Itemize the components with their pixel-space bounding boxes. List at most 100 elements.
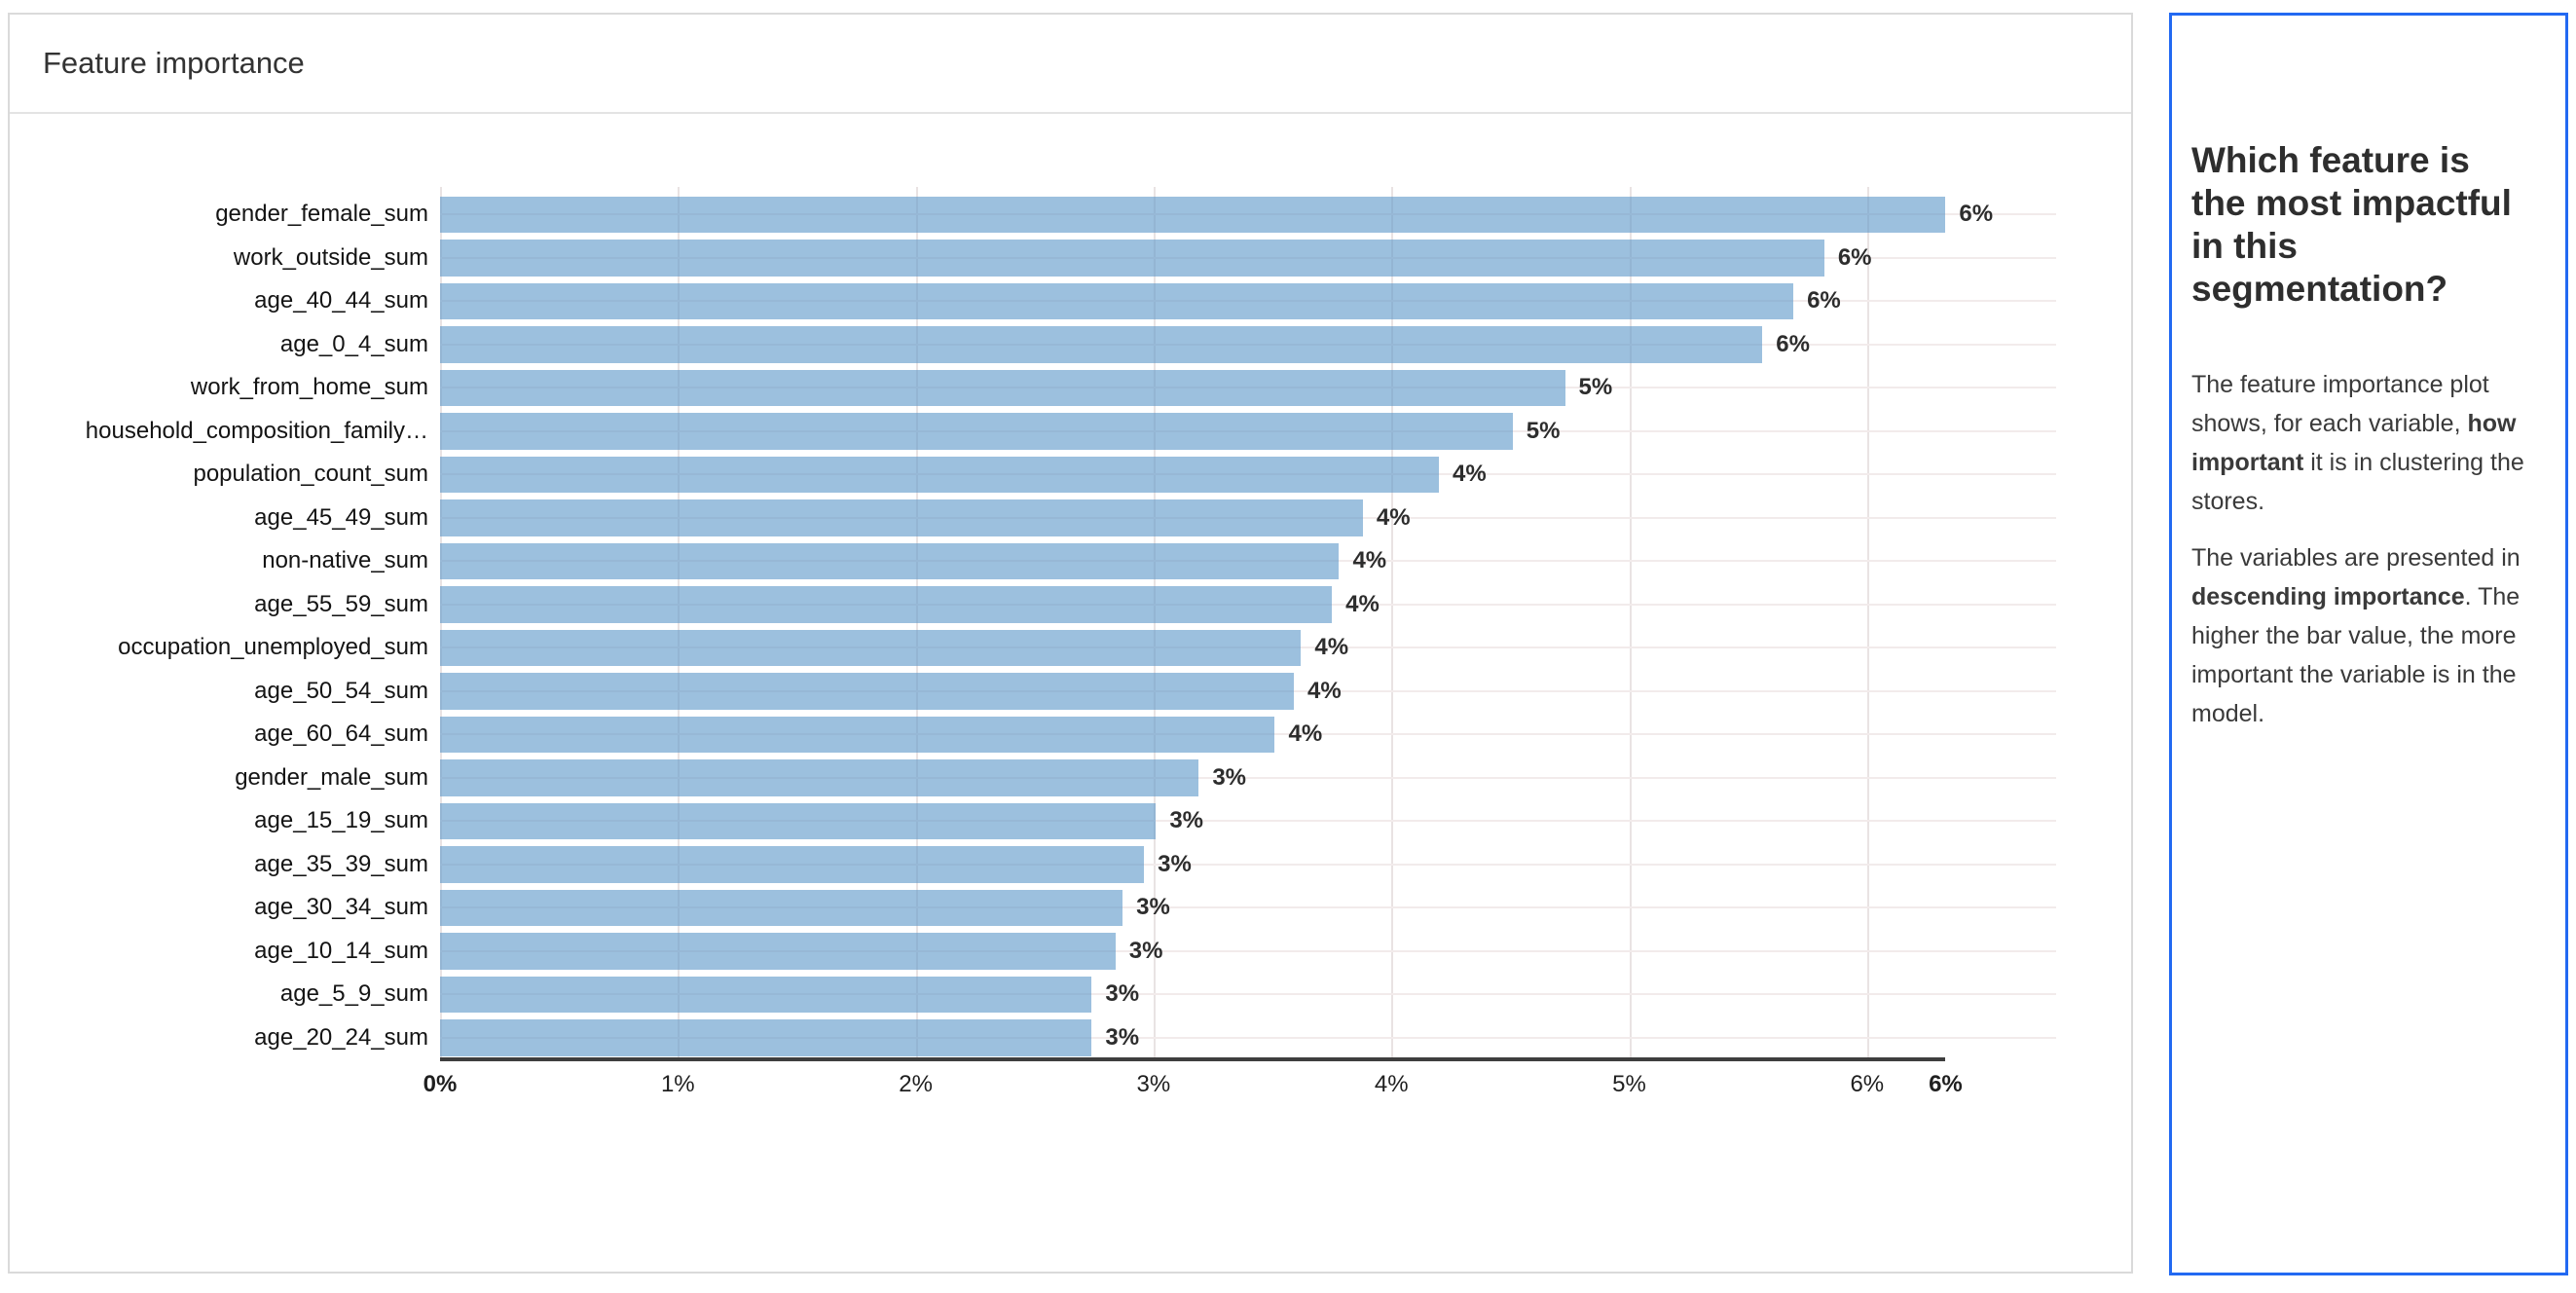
bar-value-label: 4%	[1288, 720, 1323, 747]
bar-value-label: 3%	[1128, 937, 1163, 964]
bar-value-label: 3%	[1158, 850, 1192, 877]
x-axis-tick-label: 6%	[1850, 1071, 1885, 1097]
importance-bar[interactable]	[440, 542, 1340, 579]
importance-bar[interactable]	[440, 889, 1123, 926]
x-axis-tick-label: 3%	[1136, 1071, 1171, 1097]
bar-value-label: 4%	[1453, 461, 1487, 487]
bar-value-label: 4%	[1314, 634, 1349, 660]
bar-row: age_55_59_sum 4%	[10, 583, 2124, 627]
category-label: non-native_sum	[262, 547, 428, 573]
horizontal-gridline	[440, 906, 2056, 909]
bar-row: work_outside_sum 6%	[10, 237, 2124, 280]
category-label: age_35_39_sum	[254, 850, 428, 877]
category-label: population_count_sum	[193, 461, 428, 487]
bar-value-label: 3%	[1105, 1023, 1140, 1051]
vertical-gridline	[1391, 187, 1394, 1059]
importance-bar[interactable]	[440, 240, 1824, 277]
horizontal-gridline	[440, 1036, 2056, 1039]
horizontal-gridline	[440, 949, 2056, 952]
panel-text: it is in clustering the stores.	[2191, 449, 2524, 515]
bar-value-label: 3%	[1136, 894, 1170, 920]
bar-row: age_5_9_sum 3%	[10, 973, 2124, 1016]
bar-value-label: 5%	[1578, 374, 1613, 400]
bar-value-label: 4%	[1376, 503, 1411, 531]
panel-paragraph: The variables are presented in descendin…	[2191, 538, 2530, 733]
bar-value-label: 3%	[1212, 763, 1246, 791]
bar-row: age_30_34_sum 3%	[10, 886, 2124, 930]
importance-bar[interactable]	[440, 716, 1275, 753]
x-axis-tick-label: 2%	[899, 1071, 933, 1097]
bar-value-label: 4%	[1352, 547, 1387, 573]
panel-text: The variables are presented in	[2191, 544, 2521, 572]
category-label: age_60_64_sum	[254, 720, 428, 747]
bar-row: occupation_unemployed_sum 4%	[10, 626, 2124, 670]
horizontal-gridline	[440, 820, 2056, 823]
importance-bar[interactable]	[440, 759, 1199, 796]
panel-text: The feature importance plot shows, for e…	[2191, 371, 2489, 437]
category-label: occupation_unemployed_sum	[118, 634, 428, 660]
category-label: age_55_59_sum	[254, 590, 428, 617]
category-label: age_10_14_sum	[254, 937, 428, 964]
bar-row: gender_male_sum 3%	[10, 757, 2124, 800]
bar-row: household_composition_family… 5%	[10, 410, 2124, 454]
bar-row: non-native_sum 4%	[10, 539, 2124, 583]
category-label: age_20_24_sum	[254, 1023, 428, 1051]
x-axis-line	[440, 1057, 1946, 1061]
importance-bar[interactable]	[440, 499, 1363, 536]
importance-bar[interactable]	[440, 802, 1157, 839]
bar-row: age_40_44_sum 6%	[10, 279, 2124, 323]
vertical-gridline	[678, 187, 681, 1059]
importance-bar[interactable]	[440, 413, 1513, 450]
importance-bar[interactable]	[440, 629, 1302, 666]
bar-value-label: 6%	[1837, 243, 1872, 271]
x-axis-tick-label: 4%	[1374, 1071, 1409, 1097]
importance-bar[interactable]	[440, 976, 1092, 1013]
bar-value-label: 6%	[1807, 287, 1841, 314]
bar-row: age_35_39_sum 3%	[10, 843, 2124, 887]
bar-row: age_50_54_sum 4%	[10, 670, 2124, 714]
bar-row: age_10_14_sum 3%	[10, 930, 2124, 974]
importance-bar[interactable]	[440, 1019, 1092, 1056]
bar-row: age_45_49_sum 4%	[10, 497, 2124, 540]
importance-bar[interactable]	[440, 456, 1440, 493]
category-label: age_40_44_sum	[254, 287, 428, 314]
explanation-panel: Which feature is the most impactful in t…	[2169, 13, 2568, 1275]
importance-bar[interactable]	[440, 326, 1763, 363]
panel-text: . The higher the bar value, the more imp…	[2191, 583, 2521, 727]
category-label: age_5_9_sum	[279, 980, 428, 1007]
importance-bar[interactable]	[440, 933, 1116, 970]
feature-importance-plot: gender_female_sum 6% work_outside_sum 6% age…	[10, 187, 2124, 1293]
bar-value-label: 4%	[1345, 590, 1380, 617]
bar-value-label: 3%	[1105, 980, 1140, 1007]
vertical-gridline	[1153, 187, 1156, 1059]
category-label: age_0_4_sum	[279, 330, 428, 357]
panel-text-bold: descending importance	[2191, 583, 2465, 610]
horizontal-gridline	[440, 863, 2056, 866]
category-label: gender_female_sum	[215, 201, 428, 227]
bar-row: age_15_19_sum 3%	[10, 799, 2124, 843]
panel-body: The feature importance plot shows, for e…	[2191, 365, 2530, 733]
importance-bar[interactable]	[440, 673, 1295, 710]
bar-value-label: 3%	[1169, 807, 1204, 833]
vertical-gridline	[1629, 187, 1632, 1059]
x-axis-tick-label: 5%	[1612, 1071, 1646, 1097]
importance-bar[interactable]	[440, 586, 1333, 623]
importance-bar[interactable]	[440, 369, 1565, 406]
importance-bar[interactable]	[440, 196, 1946, 233]
card-header: Feature importance	[10, 15, 2131, 114]
bar-row: age_60_64_sum 4%	[10, 713, 2124, 757]
importance-bar[interactable]	[440, 282, 1794, 319]
vertical-gridline	[440, 187, 442, 1059]
vertical-gridline	[1866, 187, 1869, 1059]
bar-row: age_20_24_sum 3%	[10, 1016, 2124, 1060]
horizontal-gridline	[440, 993, 2056, 996]
panel-paragraph: The feature importance plot shows, for e…	[2191, 365, 2530, 521]
category-label: age_45_49_sum	[254, 503, 428, 531]
x-axis-tick-label: 6%	[1929, 1071, 1963, 1097]
x-axis-tick-label: 1%	[660, 1071, 695, 1097]
horizontal-gridline	[440, 776, 2056, 779]
bar-value-label: 6%	[1776, 330, 1810, 357]
bar-value-label: 5%	[1526, 417, 1561, 444]
importance-bar[interactable]	[440, 846, 1145, 883]
vertical-gridline	[915, 187, 918, 1059]
